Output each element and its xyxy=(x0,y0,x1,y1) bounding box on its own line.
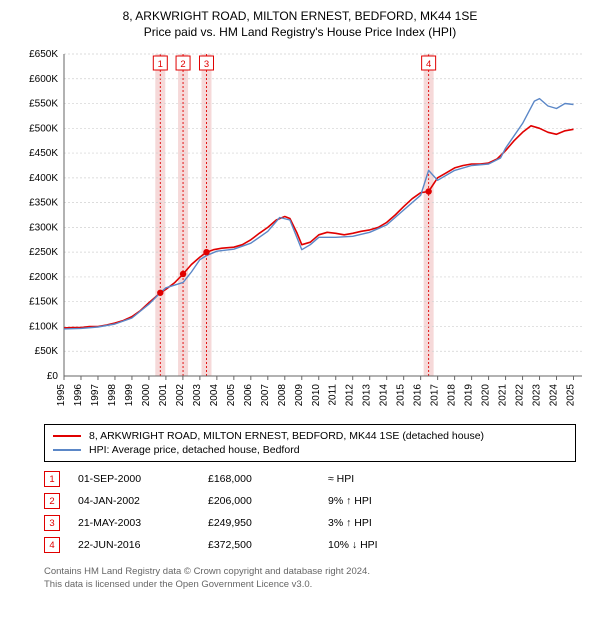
svg-text:£0: £0 xyxy=(47,371,59,382)
svg-text:1997: 1997 xyxy=(90,384,101,407)
title-line-1: 8, ARKWRIGHT ROAD, MILTON ERNEST, BEDFOR… xyxy=(12,8,588,24)
svg-text:2023: 2023 xyxy=(532,384,543,407)
transaction-badge: 4 xyxy=(44,537,60,553)
svg-text:2001: 2001 xyxy=(158,384,169,407)
svg-text:2014: 2014 xyxy=(379,384,390,407)
svg-text:2003: 2003 xyxy=(192,384,203,407)
footer-line-2: This data is licensed under the Open Gov… xyxy=(44,579,576,592)
transaction-badge: 3 xyxy=(44,515,60,531)
transactions-table: 1 01-SEP-2000 £168,000 ≈ HPI 2 04-JAN-20… xyxy=(44,468,576,556)
transaction-row: 3 21-MAY-2003 £249,950 3% ↑ HPI xyxy=(44,512,576,534)
svg-text:1996: 1996 xyxy=(73,384,84,407)
svg-text:2007: 2007 xyxy=(260,384,271,407)
legend-label-hpi: HPI: Average price, detached house, Bedf… xyxy=(89,444,300,456)
svg-text:2: 2 xyxy=(180,59,185,70)
footer-line-1: Contains HM Land Registry data © Crown c… xyxy=(44,566,576,579)
legend-item-hpi: HPI: Average price, detached house, Bedf… xyxy=(53,443,567,457)
legend-label-property: 8, ARKWRIGHT ROAD, MILTON ERNEST, BEDFOR… xyxy=(89,430,484,442)
price-chart: £0 £50K £100K £150K £200K £250K £300K £350K £400… xyxy=(12,46,588,416)
svg-text:£550K: £550K xyxy=(29,99,58,110)
transaction-badge: 2 xyxy=(44,493,60,509)
transaction-diff: 3% ↑ HPI xyxy=(328,517,458,529)
transaction-diff: 10% ↓ HPI xyxy=(328,539,458,551)
svg-text:£200K: £200K xyxy=(29,272,58,283)
svg-text:£500K: £500K xyxy=(29,124,58,135)
svg-text:3: 3 xyxy=(204,59,209,70)
chart-title: 8, ARKWRIGHT ROAD, MILTON ERNEST, BEDFOR… xyxy=(12,8,588,40)
svg-text:1: 1 xyxy=(158,59,163,70)
page-root: 8, ARKWRIGHT ROAD, MILTON ERNEST, BEDFOR… xyxy=(0,0,600,620)
chart-svg: £0 £50K £100K £150K £200K £250K £300K £350K £400… xyxy=(12,46,588,416)
svg-text:2015: 2015 xyxy=(396,384,407,407)
svg-text:£650K: £650K xyxy=(29,49,58,60)
svg-text:£250K: £250K xyxy=(29,248,58,259)
svg-text:1999: 1999 xyxy=(124,384,135,407)
svg-text:2025: 2025 xyxy=(566,384,577,407)
legend: 8, ARKWRIGHT ROAD, MILTON ERNEST, BEDFOR… xyxy=(44,424,576,462)
svg-text:£600K: £600K xyxy=(29,74,58,85)
svg-text:£350K: £350K xyxy=(29,198,58,209)
footer: Contains HM Land Registry data © Crown c… xyxy=(44,566,576,592)
svg-text:1998: 1998 xyxy=(107,384,118,407)
svg-text:2020: 2020 xyxy=(481,384,492,407)
legend-swatch-property xyxy=(53,435,81,437)
svg-text:2019: 2019 xyxy=(464,384,475,407)
transaction-badge: 1 xyxy=(44,471,60,487)
svg-text:£150K: £150K xyxy=(29,297,58,308)
svg-text:2006: 2006 xyxy=(243,384,254,407)
svg-text:£400K: £400K xyxy=(29,173,58,184)
svg-text:2018: 2018 xyxy=(447,384,458,407)
transaction-price: £206,000 xyxy=(208,495,328,507)
svg-text:2011: 2011 xyxy=(328,384,339,406)
svg-text:2009: 2009 xyxy=(294,384,305,407)
transaction-date: 04-JAN-2002 xyxy=(78,495,208,507)
svg-text:2016: 2016 xyxy=(413,384,424,407)
legend-item-property: 8, ARKWRIGHT ROAD, MILTON ERNEST, BEDFOR… xyxy=(53,429,567,443)
transaction-diff: ≈ HPI xyxy=(328,473,458,485)
transaction-price: £168,000 xyxy=(208,473,328,485)
svg-text:£50K: £50K xyxy=(35,347,59,358)
transaction-price: £249,950 xyxy=(208,517,328,529)
svg-text:1995: 1995 xyxy=(56,384,67,407)
svg-text:2010: 2010 xyxy=(311,384,322,407)
transaction-row: 2 04-JAN-2002 £206,000 9% ↑ HPI xyxy=(44,490,576,512)
svg-text:2021: 2021 xyxy=(498,384,509,407)
transaction-date: 22-JUN-2016 xyxy=(78,539,208,551)
svg-text:2000: 2000 xyxy=(141,384,152,407)
transaction-date: 01-SEP-2000 xyxy=(78,473,208,485)
transaction-row: 1 01-SEP-2000 £168,000 ≈ HPI xyxy=(44,468,576,490)
svg-text:£100K: £100K xyxy=(29,322,58,333)
svg-text:4: 4 xyxy=(426,59,431,70)
legend-swatch-hpi xyxy=(53,449,81,451)
title-line-2: Price paid vs. HM Land Registry's House … xyxy=(12,24,588,40)
svg-text:2004: 2004 xyxy=(209,384,220,407)
transaction-row: 4 22-JUN-2016 £372,500 10% ↓ HPI xyxy=(44,534,576,556)
svg-text:2022: 2022 xyxy=(515,384,526,407)
transaction-price: £372,500 xyxy=(208,539,328,551)
svg-text:2024: 2024 xyxy=(549,384,560,407)
transaction-date: 21-MAY-2003 xyxy=(78,517,208,529)
svg-text:2017: 2017 xyxy=(430,384,441,407)
svg-text:2002: 2002 xyxy=(175,384,186,407)
svg-text:£450K: £450K xyxy=(29,148,58,159)
svg-text:2013: 2013 xyxy=(362,384,373,407)
svg-text:2008: 2008 xyxy=(277,384,288,407)
svg-text:£300K: £300K xyxy=(29,223,58,234)
svg-text:2012: 2012 xyxy=(345,384,356,407)
svg-text:2005: 2005 xyxy=(226,384,237,407)
transaction-diff: 9% ↑ HPI xyxy=(328,495,458,507)
